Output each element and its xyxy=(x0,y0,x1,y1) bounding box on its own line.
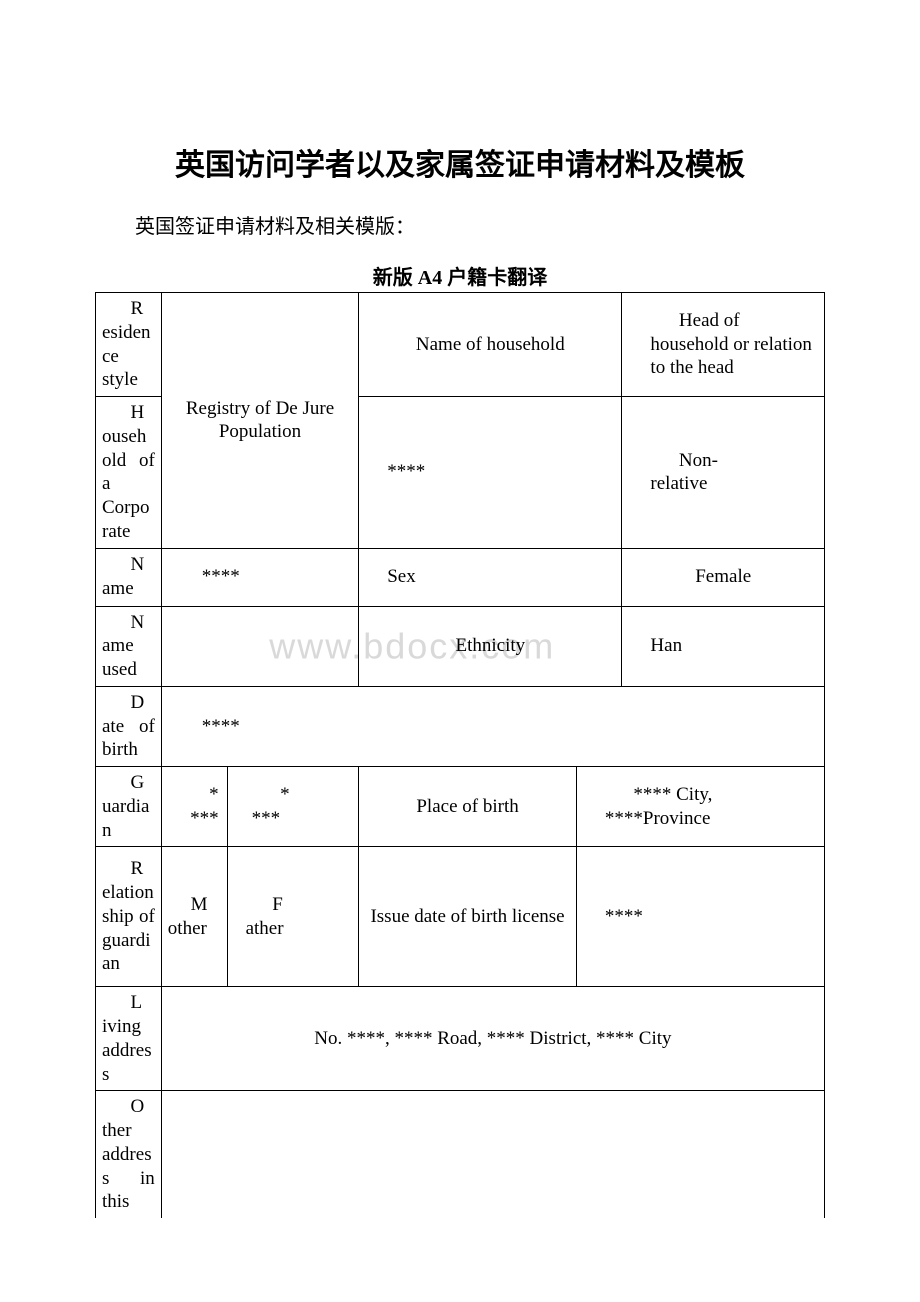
cell-issuedate-value: **** xyxy=(576,847,824,987)
table-row: Name **** Sex Female xyxy=(96,548,825,606)
cell-nameused-label: Name used xyxy=(96,606,162,686)
cell-dob-value: **** xyxy=(161,686,824,766)
cell-sex-value: Female xyxy=(622,548,825,606)
cell-mother: Mother xyxy=(161,847,227,987)
cell-name-value: **** xyxy=(161,548,358,606)
hukou-table: Residence style Registry of De Jure Popu… xyxy=(95,292,825,1218)
cell-registry: Registry of De Jure Population xyxy=(161,293,358,549)
cell-living-value: No. ****, **** Road, **** District, ****… xyxy=(161,987,824,1091)
page-title: 英国访问学者以及家属签证申请材料及模板 xyxy=(95,140,825,184)
cell-nonrelative: Non-relative xyxy=(622,397,825,549)
cell-guardian-1: **** xyxy=(161,767,227,847)
cell-dob-label: Date of birth xyxy=(96,686,162,766)
table-row: Living address No. ****, **** Road, ****… xyxy=(96,987,825,1091)
table-row: Guardian **** **** Place of birth **** C… xyxy=(96,767,825,847)
cell-issuedate-label: Issue date of birth license xyxy=(359,847,577,987)
cell-ethnicity-label: www.bdocx.com Ethnicity xyxy=(359,606,622,686)
table-row: Date of birth **** xyxy=(96,686,825,766)
cell-other-value xyxy=(161,1091,824,1218)
cell-name-label: Name xyxy=(96,548,162,606)
cell-father: Father xyxy=(227,847,359,987)
cell-guardian-label: Guardian xyxy=(96,767,162,847)
cell-pob-label: Place of birth xyxy=(359,767,577,847)
table-row: Name used www.bdocx.com Ethnicity Han xyxy=(96,606,825,686)
cell-household-corp: Household of a Corporate xyxy=(96,397,162,549)
table-row: Other address in this xyxy=(96,1091,825,1218)
intro-text: 英国签证申请材料及相关模版： xyxy=(95,210,825,239)
cell-pob-value: **** City,****Province xyxy=(576,767,824,847)
table-row: Relationship of guardian Mother Father I… xyxy=(96,847,825,987)
cell-guardian-2: **** xyxy=(227,767,359,847)
cell-residence-style: Residence style xyxy=(96,293,162,397)
table-row: Residence style Registry of De Jure Popu… xyxy=(96,293,825,397)
cell-name-household: Name of household xyxy=(359,293,622,397)
cell-other-label: Other address in this xyxy=(96,1091,162,1218)
cell-sex-label: Sex xyxy=(359,548,622,606)
cell-nameused-value xyxy=(161,606,358,686)
cell-living-label: Living address xyxy=(96,987,162,1091)
cell-ethnicity-value: Han xyxy=(622,606,825,686)
subtitle: 新版 A4 户籍卡翻译 xyxy=(95,261,825,290)
cell-relguard-label: Relationship of guardian xyxy=(96,847,162,987)
cell-head-relation: Head of household or relation to the hea… xyxy=(622,293,825,397)
cell-household-value: **** xyxy=(359,397,622,549)
